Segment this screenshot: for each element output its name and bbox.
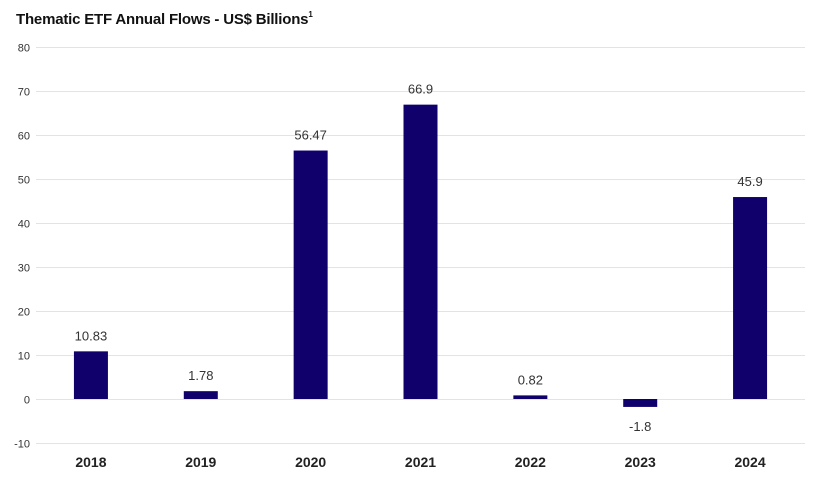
data-label-2021: 66.9 (408, 82, 433, 97)
x-category-label: 2019 (185, 454, 216, 470)
y-tick-label: -10 (14, 439, 30, 451)
x-category-label: 2018 (75, 454, 106, 470)
x-category-label: 2020 (295, 454, 326, 470)
bar-2019 (183, 391, 218, 399)
data-labels: 10.83 1.78 56.47 66.9 0.82 -1.8 45.9 (75, 82, 763, 434)
bar-2023 (623, 399, 658, 407)
y-axis-ticks: -10 0 10 20 30 40 50 60 70 80 (14, 43, 30, 451)
bar-2020 (293, 150, 328, 399)
data-label-2019: 1.78 (188, 368, 213, 383)
chart-title-text: Thematic ETF Annual Flows - US$ Billions (16, 11, 309, 28)
data-label-2023: -1.8 (629, 419, 651, 434)
bar-2021 (403, 104, 438, 399)
data-label-2022: 0.82 (518, 372, 543, 387)
y-tick-label: 0 (24, 395, 30, 407)
x-category-label: 2024 (734, 454, 765, 470)
y-tick-label: 40 (18, 219, 30, 231)
data-label-2018: 10.83 (75, 328, 108, 343)
y-tick-label: 30 (18, 263, 30, 275)
data-label-2024: 45.9 (737, 174, 762, 189)
x-category-label: 2023 (625, 454, 656, 470)
chart-title: Thematic ETF Annual Flows - US$ Billions… (16, 10, 313, 28)
y-tick-label: 70 (18, 87, 30, 99)
bar-2024 (733, 197, 768, 399)
x-category-label: 2022 (515, 454, 546, 470)
x-category-label: 2021 (405, 454, 436, 470)
y-tick-label: 20 (18, 307, 30, 319)
data-label-2020: 56.47 (294, 128, 327, 143)
bar-2018 (73, 351, 108, 399)
x-axis-categories: 2018 2019 2020 2021 2022 2023 2024 (75, 454, 766, 470)
y-tick-label: 10 (18, 351, 30, 363)
y-tick-label: 50 (18, 175, 30, 187)
y-tick-label: 60 (18, 131, 30, 143)
bars (73, 104, 768, 407)
bar-2022 (513, 395, 548, 399)
chart-title-footnote: 1 (308, 10, 313, 19)
y-tick-label: 80 (18, 43, 30, 55)
